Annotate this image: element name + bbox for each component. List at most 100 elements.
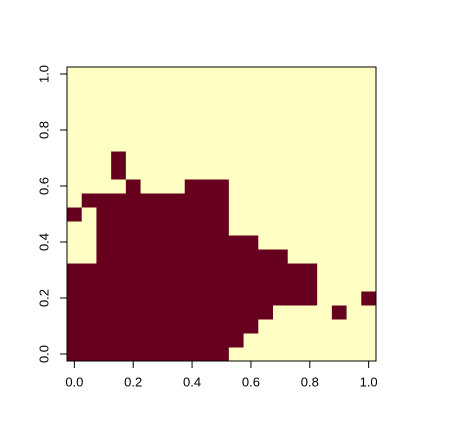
cell xyxy=(96,291,112,306)
cell xyxy=(243,165,259,180)
cell xyxy=(184,81,200,96)
cell xyxy=(140,277,156,292)
cell xyxy=(287,123,303,138)
cell xyxy=(302,109,318,124)
cell xyxy=(125,235,142,250)
cell xyxy=(199,277,215,292)
cell xyxy=(317,179,333,194)
cell xyxy=(258,109,274,124)
cell xyxy=(346,165,362,180)
y-tick-label: 1.0 xyxy=(36,65,51,83)
cell xyxy=(96,263,112,278)
cell xyxy=(302,81,318,96)
cell xyxy=(81,221,97,236)
cell xyxy=(346,249,362,264)
cell xyxy=(96,305,112,320)
cell xyxy=(67,137,83,152)
cell xyxy=(302,193,318,208)
cell xyxy=(96,81,112,96)
cell xyxy=(317,235,333,250)
cell xyxy=(155,81,171,96)
cell xyxy=(170,277,186,292)
cell xyxy=(317,137,333,152)
cell xyxy=(140,207,156,222)
cell xyxy=(67,95,83,110)
cell xyxy=(258,67,274,82)
cell xyxy=(155,277,171,292)
cell xyxy=(96,109,112,124)
cell xyxy=(214,235,230,250)
cell xyxy=(125,277,142,292)
cell xyxy=(317,95,333,110)
cell xyxy=(155,179,171,194)
cell xyxy=(228,263,245,278)
cell xyxy=(317,123,333,138)
cell xyxy=(302,207,318,222)
cell xyxy=(155,123,171,138)
cell xyxy=(111,333,127,348)
cell xyxy=(125,151,142,166)
cell xyxy=(331,109,348,124)
cell xyxy=(258,305,274,320)
cell xyxy=(273,193,289,208)
x-tick-label: 0.6 xyxy=(242,374,260,389)
cell xyxy=(81,207,97,222)
cell xyxy=(331,347,348,362)
cell xyxy=(140,109,156,124)
cell xyxy=(361,137,377,152)
cell xyxy=(346,333,362,348)
cell xyxy=(125,165,142,180)
cell xyxy=(155,235,171,250)
cell xyxy=(81,179,97,194)
cell xyxy=(81,165,97,180)
cell xyxy=(243,193,259,208)
cell xyxy=(111,249,127,264)
y-tick-label: 0.4 xyxy=(36,233,51,251)
cell xyxy=(81,137,97,152)
cell xyxy=(67,67,83,82)
cell xyxy=(273,137,289,152)
cell xyxy=(125,291,142,306)
cell xyxy=(184,235,200,250)
cell xyxy=(287,319,303,334)
cell xyxy=(170,123,186,138)
cell xyxy=(331,193,348,208)
cell xyxy=(81,291,97,306)
cell xyxy=(125,305,142,320)
cell xyxy=(258,81,274,96)
cell xyxy=(273,95,289,110)
cell xyxy=(273,67,289,82)
cell xyxy=(111,67,127,82)
cell xyxy=(258,137,274,152)
cell xyxy=(184,333,200,348)
cell xyxy=(67,123,83,138)
cell xyxy=(273,319,289,334)
cell xyxy=(361,81,377,96)
cell xyxy=(184,319,200,334)
cell xyxy=(361,123,377,138)
cell xyxy=(140,305,156,320)
cell xyxy=(243,305,259,320)
cell xyxy=(155,95,171,110)
cell xyxy=(170,291,186,306)
cell xyxy=(111,291,127,306)
cell xyxy=(125,333,142,348)
cell xyxy=(199,151,215,166)
cell xyxy=(302,123,318,138)
cell xyxy=(96,123,112,138)
cell xyxy=(228,193,245,208)
cell xyxy=(361,207,377,222)
cell xyxy=(346,137,362,152)
cell xyxy=(302,165,318,180)
cell xyxy=(96,221,112,236)
cell xyxy=(96,95,112,110)
cell xyxy=(96,179,112,194)
cell xyxy=(81,347,97,362)
cell xyxy=(273,347,289,362)
cell xyxy=(140,165,156,180)
cell xyxy=(96,319,112,334)
cell xyxy=(199,165,215,180)
cell xyxy=(140,235,156,250)
cell xyxy=(140,151,156,166)
cell xyxy=(184,277,200,292)
